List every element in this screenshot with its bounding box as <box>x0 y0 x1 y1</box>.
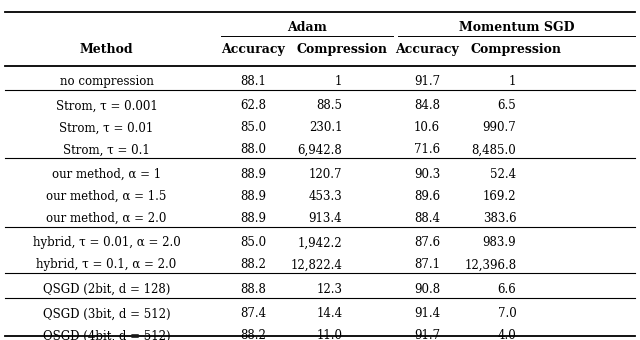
Text: 89.6: 89.6 <box>414 190 440 203</box>
Text: 12,822.4: 12,822.4 <box>291 258 342 271</box>
Text: our method, α = 2.0: our method, α = 2.0 <box>46 212 166 225</box>
Text: 230.1: 230.1 <box>309 121 342 134</box>
Text: Compression: Compression <box>297 43 388 56</box>
Text: Strom, τ = 0.01: Strom, τ = 0.01 <box>60 121 154 134</box>
Text: 120.7: 120.7 <box>309 168 342 181</box>
Text: 7.0: 7.0 <box>497 307 516 320</box>
Text: 90.8: 90.8 <box>414 283 440 296</box>
Text: 169.2: 169.2 <box>483 190 516 203</box>
Text: 91.4: 91.4 <box>414 307 440 320</box>
Text: 88.5: 88.5 <box>316 99 342 113</box>
Text: 71.6: 71.6 <box>414 143 440 156</box>
Text: Strom, τ = 0.1: Strom, τ = 0.1 <box>63 143 150 156</box>
Text: Compression: Compression <box>471 43 562 56</box>
Text: QSGD (4bit, d = 512): QSGD (4bit, d = 512) <box>43 329 170 340</box>
Text: 990.7: 990.7 <box>483 121 516 134</box>
Text: 88.4: 88.4 <box>414 212 440 225</box>
Text: Accuracy: Accuracy <box>221 43 285 56</box>
Text: 8,485.0: 8,485.0 <box>472 143 516 156</box>
Text: 1,942.2: 1,942.2 <box>298 236 342 250</box>
Text: no compression: no compression <box>60 75 154 88</box>
Text: 453.3: 453.3 <box>308 190 342 203</box>
Text: 90.3: 90.3 <box>414 168 440 181</box>
Text: Accuracy: Accuracy <box>395 43 459 56</box>
Text: 87.4: 87.4 <box>240 307 266 320</box>
Text: Method: Method <box>80 43 133 56</box>
Text: 88.0: 88.0 <box>240 143 266 156</box>
Text: 62.8: 62.8 <box>240 99 266 113</box>
Text: 88.8: 88.8 <box>240 283 266 296</box>
Text: 85.0: 85.0 <box>240 121 266 134</box>
Text: 983.9: 983.9 <box>483 236 516 250</box>
Text: 383.6: 383.6 <box>483 212 516 225</box>
Text: 11.0: 11.0 <box>316 329 342 340</box>
Text: our method, α = 1.5: our method, α = 1.5 <box>46 190 166 203</box>
Text: 85.0: 85.0 <box>240 236 266 250</box>
Text: our method, α = 1: our method, α = 1 <box>52 168 161 181</box>
Text: Strom, τ = 0.001: Strom, τ = 0.001 <box>56 99 157 113</box>
Text: 1: 1 <box>509 75 516 88</box>
Text: Momentum SGD: Momentum SGD <box>458 21 574 34</box>
Text: 12.3: 12.3 <box>316 283 342 296</box>
Text: 6.6: 6.6 <box>497 283 516 296</box>
Text: 88.2: 88.2 <box>240 329 266 340</box>
Text: 88.1: 88.1 <box>240 75 266 88</box>
Text: 84.8: 84.8 <box>414 99 440 113</box>
Text: 10.6: 10.6 <box>414 121 440 134</box>
Text: 91.7: 91.7 <box>414 329 440 340</box>
Text: 6,942.8: 6,942.8 <box>298 143 342 156</box>
Text: 913.4: 913.4 <box>308 212 342 225</box>
Text: 88.9: 88.9 <box>240 212 266 225</box>
Text: 14.4: 14.4 <box>316 307 342 320</box>
Text: 87.1: 87.1 <box>414 258 440 271</box>
Text: 88.2: 88.2 <box>240 258 266 271</box>
Text: QSGD (3bit, d = 512): QSGD (3bit, d = 512) <box>43 307 170 320</box>
Text: 12,396.8: 12,396.8 <box>464 258 516 271</box>
Text: hybrid, τ = 0.01, α = 2.0: hybrid, τ = 0.01, α = 2.0 <box>33 236 180 250</box>
Text: 52.4: 52.4 <box>490 168 516 181</box>
Text: 87.6: 87.6 <box>414 236 440 250</box>
Text: 91.7: 91.7 <box>414 75 440 88</box>
Text: hybrid, τ = 0.1, α = 2.0: hybrid, τ = 0.1, α = 2.0 <box>36 258 177 271</box>
Text: QSGD (2bit, d = 128): QSGD (2bit, d = 128) <box>43 283 170 296</box>
Text: 88.9: 88.9 <box>240 168 266 181</box>
Text: Adam: Adam <box>287 21 327 34</box>
Text: 4.0: 4.0 <box>497 329 516 340</box>
Text: 6.5: 6.5 <box>497 99 516 113</box>
Text: 88.9: 88.9 <box>240 190 266 203</box>
Text: 1: 1 <box>335 75 342 88</box>
